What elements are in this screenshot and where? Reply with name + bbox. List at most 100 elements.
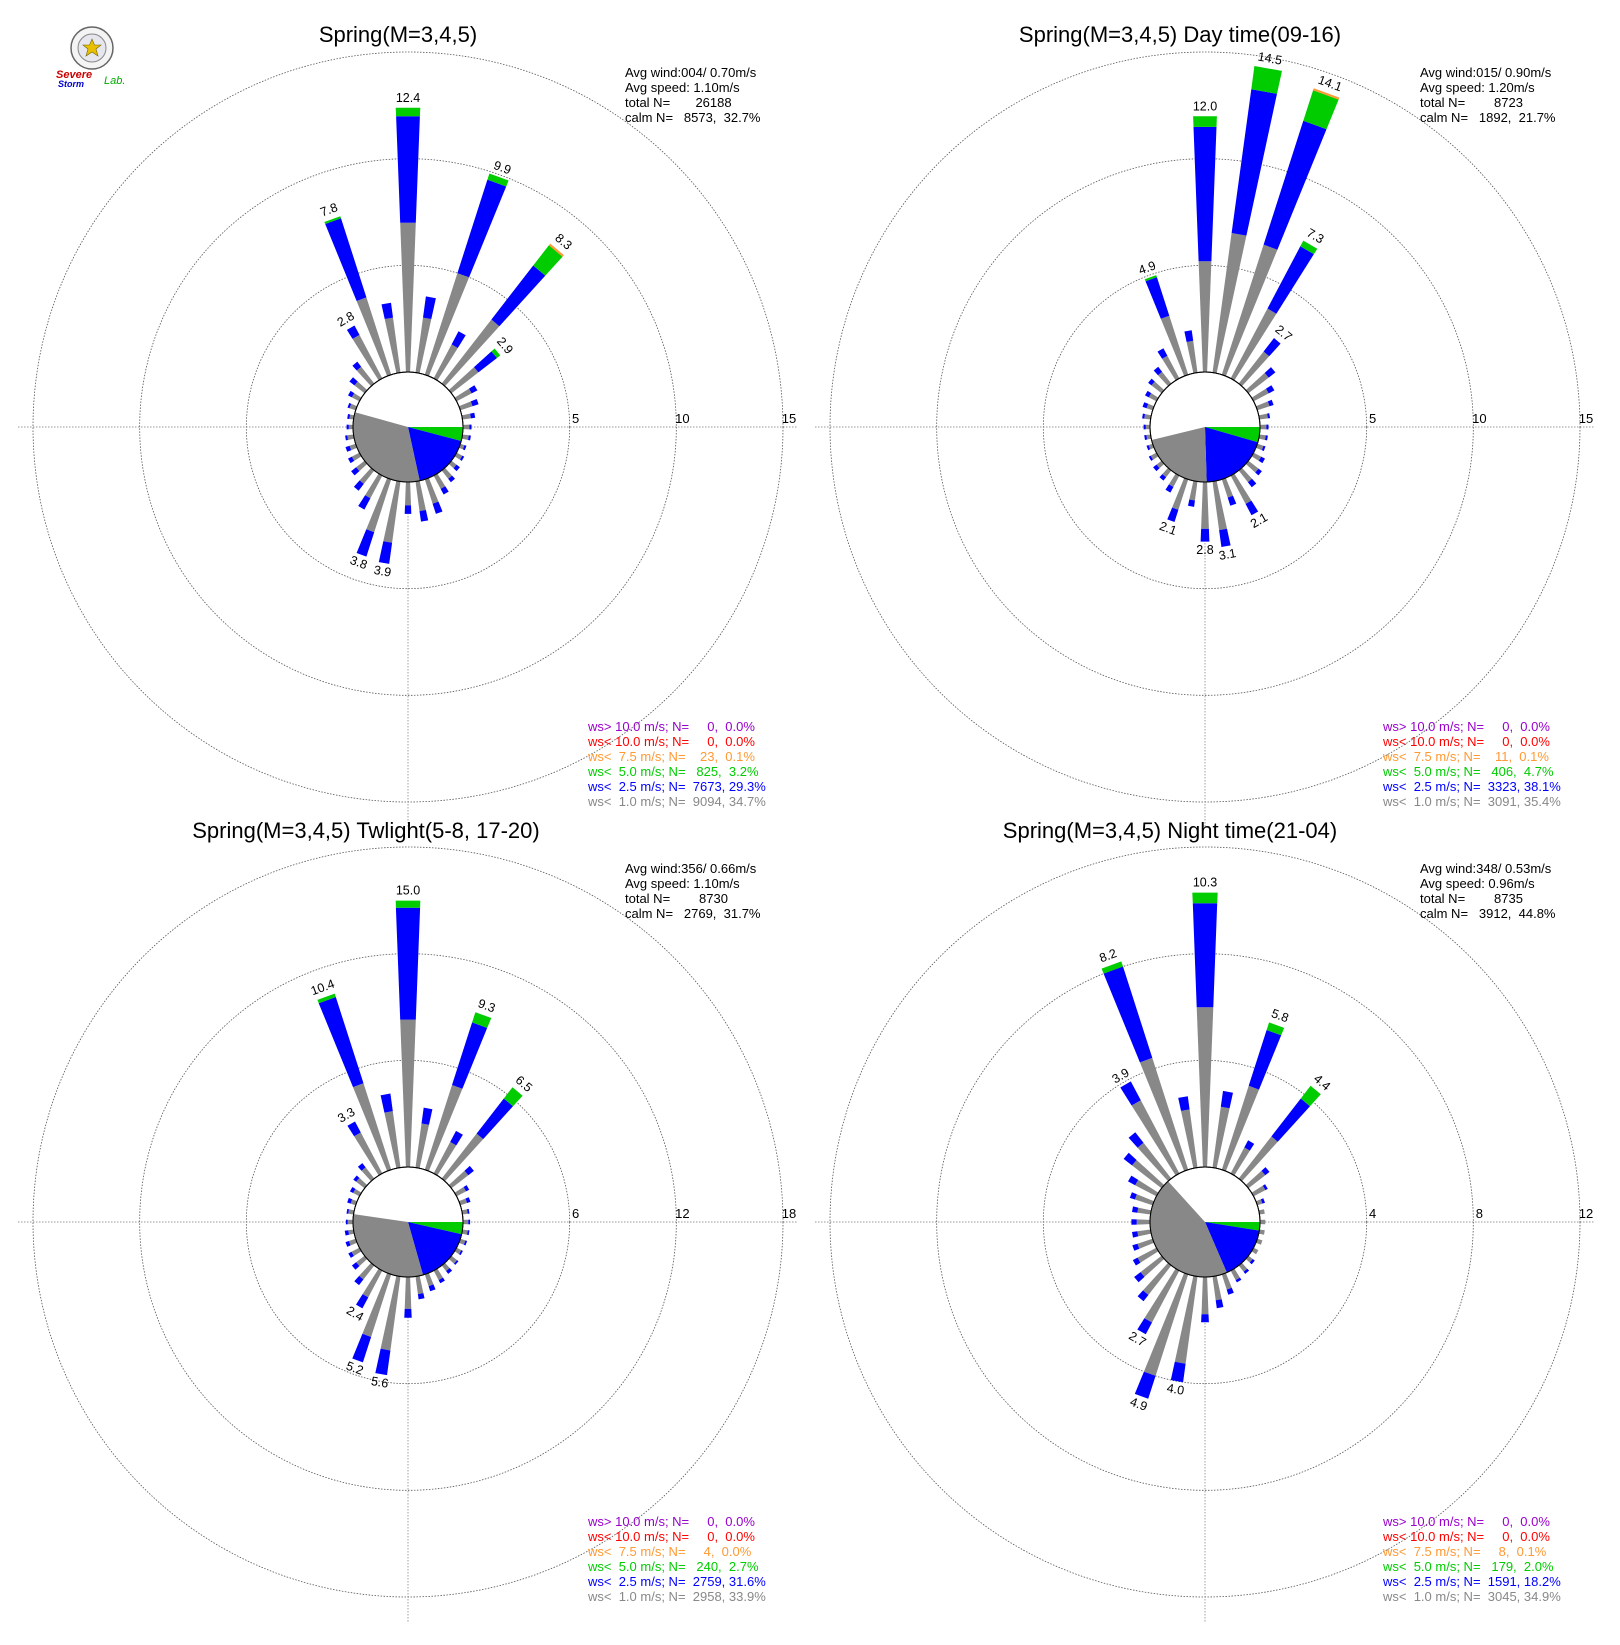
bar-segment-gray [463,1219,469,1225]
bar-segment-blue [1159,474,1167,481]
legend-entry: ws< 10.0 m/s; N= 0, 0.0% [1382,1529,1550,1544]
legend-entry: ws< 2.5 m/s; N= 3323, 38.1% [1382,779,1561,794]
bar-segment-gray [1201,1277,1209,1315]
bar-segment-green [1192,892,1218,904]
bar-segment-gray [1162,467,1172,478]
bar-dir-90 [463,1219,471,1225]
bar-dir-330 [1157,348,1180,381]
calm-slice-green [1205,427,1260,443]
bar-segment-gray [433,473,446,489]
bar-segment-gray [1255,401,1270,411]
bar-dir-90 [463,424,472,430]
bar-value-label: 12.0 [1193,99,1217,113]
bar-dir-230 [1134,1255,1165,1283]
bar-dir-310 [349,377,368,394]
bar-segment-gray [1260,424,1267,430]
bar-segment-green [1101,961,1123,974]
legend-entry: ws< 1.0 m/s; N= 3045, 34.9% [1382,1589,1561,1604]
bar-segment-gray [400,1019,416,1167]
bar-segment-blue [356,1294,369,1309]
bar-segment-green [395,107,421,117]
bar-dir-210 [356,1268,383,1309]
legend-entry: ws< 7.5 m/s; N= 11, 0.1% [1382,749,1549,764]
bar-segment-blue [476,1098,513,1140]
bar-segment-gray [448,1170,469,1189]
legend-entry: ws< 7.5 m/s; N= 23, 0.1% [587,749,755,764]
stat-line: Avg wind:348/ 0.53m/s [1420,861,1552,876]
bar-segment-blue [357,1163,366,1171]
bar-segment-blue [463,1185,470,1192]
bar-segment-gray [1230,473,1252,504]
bar-segment-blue [452,1022,488,1089]
bar-dir-270 [346,424,353,430]
bar-segment-blue [1262,1184,1268,1191]
stat-line: Avg wind:004/ 0.70m/s [625,65,757,80]
bar-segment-blue [421,1107,433,1125]
bar-dir-20 [1221,88,1340,377]
stat-line: Avg wind:015/ 0.90m/s [1420,65,1552,80]
bar-dir-240 [348,1247,362,1258]
bar-segment-gray [461,1209,468,1215]
legend-entry: ws< 10.0 m/s; N= 0, 0.0% [1382,734,1550,749]
bar-segment-blue [346,325,360,339]
bar-segment-blue [450,1130,463,1146]
bar-segment-blue [346,1208,349,1214]
bar-dir-40 [441,1087,523,1182]
bar-segment-blue [1201,1314,1209,1323]
bar-dir-110 [1255,443,1266,451]
calm-slice-green [1205,1222,1260,1231]
bar-segment-gray [1221,244,1278,377]
bar-dir-30 [433,1130,463,1176]
bar-segment-gray [1230,308,1277,381]
bar-segment-green [395,900,421,908]
bar-dir-190 [1170,1275,1198,1383]
bar-dir-190 [375,1275,401,1376]
bar-segment-gray [404,1277,412,1309]
bar-segment-blue [1235,1277,1242,1283]
bar-segment-gray [1139,1057,1189,1172]
bar-dir-290 [1129,1192,1155,1206]
ring-12 [829,846,1581,1598]
bar-segment-gray [1134,1194,1155,1206]
bar-segment-gray [1255,443,1264,451]
bar-segment-gray [1230,1147,1250,1176]
bar-dir-280 [1142,413,1152,420]
panel-title: Spring(M=3,4,5) Twlight(5-8, 17-20) [192,818,539,843]
bar-dir-220 [1159,467,1172,481]
bar-segment-gray [361,1167,375,1182]
bar-segment-gray [1221,477,1233,498]
bar-segment-gray [1255,1199,1263,1206]
bar-segment-blue [423,296,436,319]
stat-line: total N= 8735 [1420,891,1523,906]
bar-segment-blue [419,510,429,522]
bar-segment-gray [1143,1272,1189,1376]
bar-segment-blue [1264,367,1276,378]
bar-dir-50 [448,348,501,394]
bar-dir-260 [344,1229,355,1236]
bar-segment-blue [1258,456,1265,464]
bar-segment-blue [453,464,460,472]
bar-segment-gray [1196,1007,1214,1167]
bar-segment-blue [468,1219,471,1225]
bar-segment-blue [348,456,355,464]
bar-dir-340 [1144,275,1189,377]
bar-value-label: 12.4 [396,91,420,105]
ring-tick-label: 12 [1579,1206,1593,1221]
ring-tick-label: 12 [675,1206,689,1221]
bar-segment-green [491,348,501,358]
bar-dir-60 [454,385,478,402]
bar-segment-gray [1186,340,1198,374]
bar-segment-green [472,1012,492,1028]
bar-segment-blue [1134,1371,1156,1399]
bar-segment-gray [1146,403,1155,411]
bar-segment-blue [1247,478,1257,488]
bar-segment-gray [1238,1262,1248,1272]
bar-dir-160 [424,1272,436,1292]
bar-segment-blue [1129,1192,1137,1200]
bar-segment-gray [1158,371,1172,387]
calm-slice-gray [1149,1181,1227,1278]
bar-segment-gray [433,1268,443,1281]
bar-segment-blue [1165,484,1174,493]
bar-value-label: 9.3 [476,996,497,1015]
bar-dir-320 [1153,366,1172,387]
